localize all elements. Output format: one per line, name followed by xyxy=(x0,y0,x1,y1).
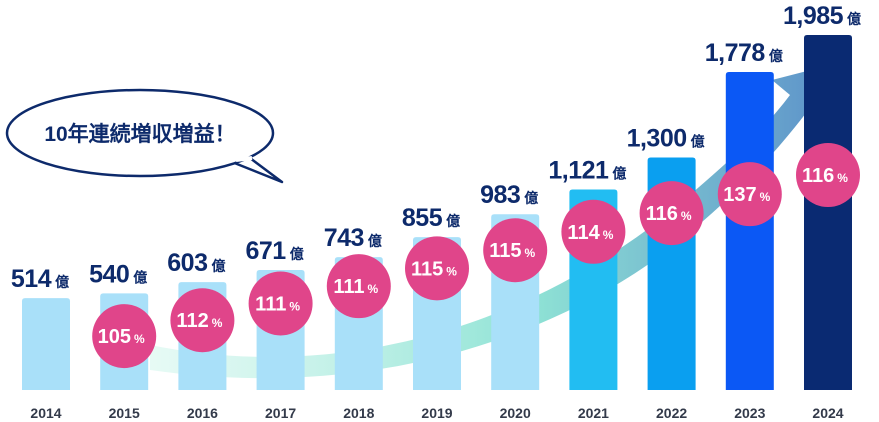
growth-label-2022: 116% xyxy=(646,203,692,225)
value-number: 1,300 xyxy=(627,125,687,153)
value-label-2022: 1,300 億 xyxy=(627,125,705,153)
value-unit: 億 xyxy=(769,48,783,64)
value-number: 1,778 xyxy=(705,39,766,67)
growth-label-2015: 105% xyxy=(98,326,145,348)
growth-number: 105 xyxy=(98,326,131,348)
growth-number: 116 xyxy=(646,203,678,225)
growth-unit: % xyxy=(524,246,535,260)
growth-unit: % xyxy=(289,299,300,313)
growth-label-2023: 137% xyxy=(723,184,770,206)
year-label-2024: 2024 xyxy=(812,405,843,421)
value-label-2021: 1,121 億 xyxy=(548,157,626,185)
growth-number: 114 xyxy=(567,222,600,244)
value-label-2024: 1,985 億 xyxy=(783,2,861,30)
callout-text: 10年連続増収増益！ xyxy=(44,122,235,146)
value-label-2017: 671 億 xyxy=(245,237,303,265)
growth-circles-layer: 105 %112 %111 %111 %115 %115 %114 %116 %137 %116% xyxy=(92,143,860,369)
growth-circle-2023 xyxy=(717,162,782,227)
year-label-2023: 2023 xyxy=(734,405,765,421)
value-number: 743 xyxy=(324,224,364,252)
growth-circle-2015 xyxy=(92,304,157,369)
callout-bubble: 10年連続増収増益！ xyxy=(5,88,284,184)
growth-circle-2022 xyxy=(639,181,704,246)
growth-unit: % xyxy=(134,332,145,346)
growth-number: 111 xyxy=(333,276,364,298)
growth-circle-2024 xyxy=(796,143,860,207)
growth-circle-2020 xyxy=(483,218,548,283)
value-label-2014: 514 億 xyxy=(11,265,69,293)
value-unit: 億 xyxy=(524,190,538,206)
value-label-2020: 983 億 xyxy=(480,181,538,209)
value-label-2018: 743 億 xyxy=(324,224,382,252)
value-unit: 億 xyxy=(446,213,460,229)
value-label-2015: 540 億 xyxy=(89,260,147,288)
year-label-2016: 2016 xyxy=(187,405,218,421)
growth-unit: % xyxy=(446,264,457,278)
growth-circle-2018 xyxy=(326,254,391,319)
growth-unit: % xyxy=(760,190,771,204)
value-number: 1,985 xyxy=(783,2,844,30)
year-label-2020: 2020 xyxy=(500,405,531,421)
growth-unit: % xyxy=(603,228,614,242)
value-unit: 億 xyxy=(133,269,147,285)
year-label-2021: 2021 xyxy=(578,405,609,421)
year-label-2022: 2022 xyxy=(656,405,687,421)
value-unit: 億 xyxy=(212,258,226,274)
value-label-2016: 603 億 xyxy=(167,249,225,277)
growth-label-2021: 114% xyxy=(567,222,613,244)
growth-label-2017: 111% xyxy=(255,293,300,315)
growth-label-2016: 112% xyxy=(176,310,222,332)
year-label-2015: 2015 xyxy=(109,405,140,421)
bar-2024 xyxy=(804,35,852,390)
growth-circle-2016 xyxy=(170,288,235,353)
value-number: 540 xyxy=(89,260,129,288)
year-label-2018: 2018 xyxy=(343,405,374,421)
value-number: 855 xyxy=(402,204,443,232)
growth-circle-2017 xyxy=(248,271,313,336)
value-number: 514 xyxy=(11,265,52,293)
value-unit: 億 xyxy=(691,134,705,150)
callout-ellipse xyxy=(5,88,275,178)
bar-2014 xyxy=(22,298,70,390)
growth-number: 137 xyxy=(723,184,756,206)
value-number: 603 xyxy=(167,249,207,277)
bar-2023 xyxy=(725,72,774,391)
year-label-2014: 2014 xyxy=(30,405,61,421)
growth-label-2019: 115% xyxy=(411,258,457,280)
value-label-2023: 1,778 億 xyxy=(705,39,783,67)
growth-number: 115 xyxy=(489,240,521,262)
year-labels-layer: 2014 2015 2016 2017 2018 2019 2020 2021 2022 2023… xyxy=(30,405,843,421)
growth-unit: % xyxy=(681,209,692,223)
growth-circle-2021 xyxy=(561,199,626,264)
year-label-2019: 2019 xyxy=(421,405,452,421)
value-unit: 億 xyxy=(847,11,861,27)
growth-circle-2019 xyxy=(405,236,469,301)
value-unit: 億 xyxy=(55,274,69,290)
growth-unit: % xyxy=(212,316,223,330)
growth-number: 115 xyxy=(411,258,443,280)
value-unit: 億 xyxy=(368,233,382,249)
growth-number: 116 xyxy=(802,165,834,187)
value-unit: 億 xyxy=(290,246,304,262)
growth-label-2024: 116% xyxy=(802,165,848,187)
growth-label-2018: 111% xyxy=(333,276,378,298)
value-number: 1,121 xyxy=(548,157,609,185)
growth-unit: % xyxy=(368,282,379,296)
value-unit: 億 xyxy=(612,166,626,182)
growth-unit: % xyxy=(837,171,848,185)
growth-number: 112 xyxy=(176,310,208,332)
value-number: 983 xyxy=(480,181,520,209)
value-label-2019: 855 億 xyxy=(402,204,460,232)
year-label-2017: 2017 xyxy=(265,405,296,421)
value-number: 671 xyxy=(245,237,286,265)
growth-number: 111 xyxy=(255,293,286,315)
growth-label-2020: 115% xyxy=(489,240,535,262)
